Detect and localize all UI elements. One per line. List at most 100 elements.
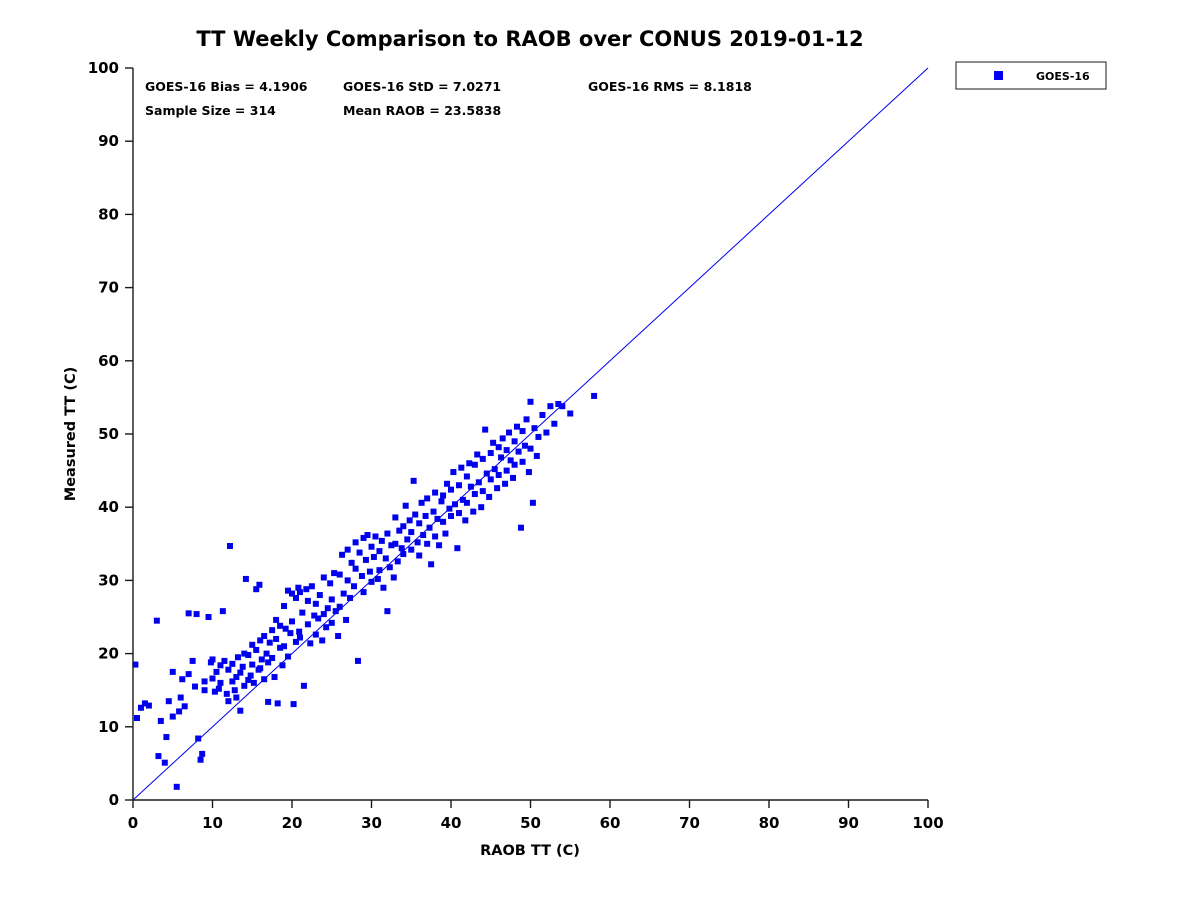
x-axis-ticks: 0 10 20 30 40 50 60 70 80 90 100 xyxy=(128,800,944,832)
data-point xyxy=(217,662,224,669)
data-point xyxy=(234,654,241,661)
data-point xyxy=(205,614,212,620)
data-point xyxy=(223,690,230,697)
x-tick-label: 10 xyxy=(202,814,223,832)
data-point xyxy=(332,608,339,615)
y-tick-label: 80 xyxy=(98,205,119,223)
data-point xyxy=(265,659,272,666)
data-point xyxy=(312,600,319,607)
data-point xyxy=(591,392,598,399)
data-point xyxy=(360,534,367,541)
data-point xyxy=(323,624,330,631)
data-point xyxy=(406,517,413,524)
data-point xyxy=(386,564,393,571)
data-point xyxy=(372,533,379,540)
data-point xyxy=(451,501,458,508)
data-point xyxy=(400,551,407,558)
data-point xyxy=(384,608,391,615)
data-point xyxy=(137,704,144,711)
x-tick-label: 40 xyxy=(441,814,462,832)
data-point xyxy=(289,590,295,597)
data-point xyxy=(281,643,288,650)
data-point xyxy=(161,759,168,766)
data-point xyxy=(430,508,437,515)
x-tick-label: 0 xyxy=(128,814,138,832)
data-point xyxy=(169,713,176,720)
data-point xyxy=(414,539,421,546)
data-point xyxy=(533,452,540,459)
data-point xyxy=(132,661,139,668)
data-point xyxy=(292,638,299,645)
data-point xyxy=(340,590,347,597)
data-point xyxy=(487,450,494,457)
data-point xyxy=(247,672,254,679)
y-tick-label: 50 xyxy=(98,425,119,443)
data-point xyxy=(446,505,453,512)
data-point xyxy=(491,466,498,473)
data-point xyxy=(440,518,447,525)
data-point xyxy=(258,656,265,663)
data-point xyxy=(515,448,522,455)
data-point xyxy=(189,657,196,664)
data-point xyxy=(388,542,395,549)
data-point xyxy=(344,546,351,553)
data-point xyxy=(185,610,192,617)
stat-sample-size: Sample Size = 314 xyxy=(145,103,276,118)
y-axis-label: Measured TT (C) xyxy=(63,367,79,501)
data-point xyxy=(495,444,502,451)
data-point xyxy=(300,682,307,689)
data-point xyxy=(408,529,415,536)
data-point xyxy=(523,416,530,423)
data-point xyxy=(448,486,454,493)
legend: GOES-16 xyxy=(955,61,1107,90)
data-point xyxy=(315,615,322,622)
data-point xyxy=(404,536,411,543)
x-axis-label: RAOB TT (C) xyxy=(480,843,580,859)
data-point xyxy=(498,454,505,461)
data-point xyxy=(368,543,375,550)
data-point xyxy=(511,461,518,468)
data-point xyxy=(463,499,470,506)
data-point xyxy=(271,674,278,681)
data-point xyxy=(366,568,373,575)
data-point xyxy=(380,584,387,591)
data-point xyxy=(226,542,233,549)
data-point xyxy=(459,496,466,503)
data-point xyxy=(466,460,473,467)
x-tick-label: 100 xyxy=(912,814,943,832)
data-point xyxy=(339,551,346,558)
stat-mean-raob: Mean RAOB = 23.5838 xyxy=(343,103,501,118)
data-point xyxy=(416,552,423,559)
data-point xyxy=(233,694,240,701)
data-point xyxy=(490,439,497,446)
data-point xyxy=(261,676,268,683)
data-point xyxy=(424,495,431,502)
data-point xyxy=(354,657,361,664)
data-point xyxy=(462,517,469,524)
data-point xyxy=(195,735,202,742)
data-point xyxy=(390,574,397,581)
data-point xyxy=(295,584,302,591)
data-point xyxy=(351,583,358,590)
data-point xyxy=(420,532,427,539)
data-point xyxy=(502,480,509,487)
data-point xyxy=(510,474,517,481)
data-point xyxy=(448,512,454,519)
data-point xyxy=(432,533,439,540)
data-point xyxy=(245,676,252,683)
data-point xyxy=(215,685,222,692)
data-point xyxy=(165,698,172,705)
data-point xyxy=(197,756,204,763)
data-point xyxy=(279,662,286,669)
data-point xyxy=(281,603,288,610)
data-point xyxy=(201,678,208,685)
x-tick-label: 30 xyxy=(361,814,382,832)
data-point xyxy=(250,679,257,686)
data-point xyxy=(176,708,183,715)
data-point xyxy=(211,688,218,695)
data-point xyxy=(517,524,524,531)
data-point xyxy=(229,660,236,667)
y-tick-label: 10 xyxy=(98,718,119,736)
data-point xyxy=(312,631,319,638)
y-tick-label: 100 xyxy=(88,59,119,77)
